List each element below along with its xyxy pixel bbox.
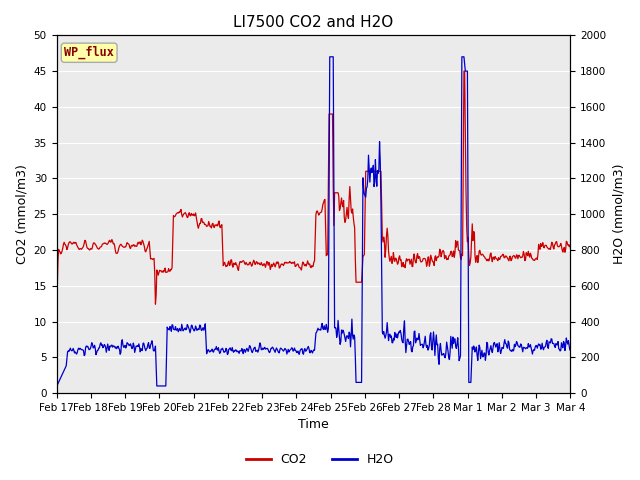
X-axis label: Time: Time bbox=[298, 419, 329, 432]
Legend: CO2, H2O: CO2, H2O bbox=[241, 448, 399, 471]
Y-axis label: H2O (mmol/m3): H2O (mmol/m3) bbox=[612, 164, 625, 264]
Y-axis label: CO2 (mmol/m3): CO2 (mmol/m3) bbox=[15, 164, 28, 264]
Text: WP_flux: WP_flux bbox=[64, 46, 114, 60]
Title: LI7500 CO2 and H2O: LI7500 CO2 and H2O bbox=[234, 15, 394, 30]
